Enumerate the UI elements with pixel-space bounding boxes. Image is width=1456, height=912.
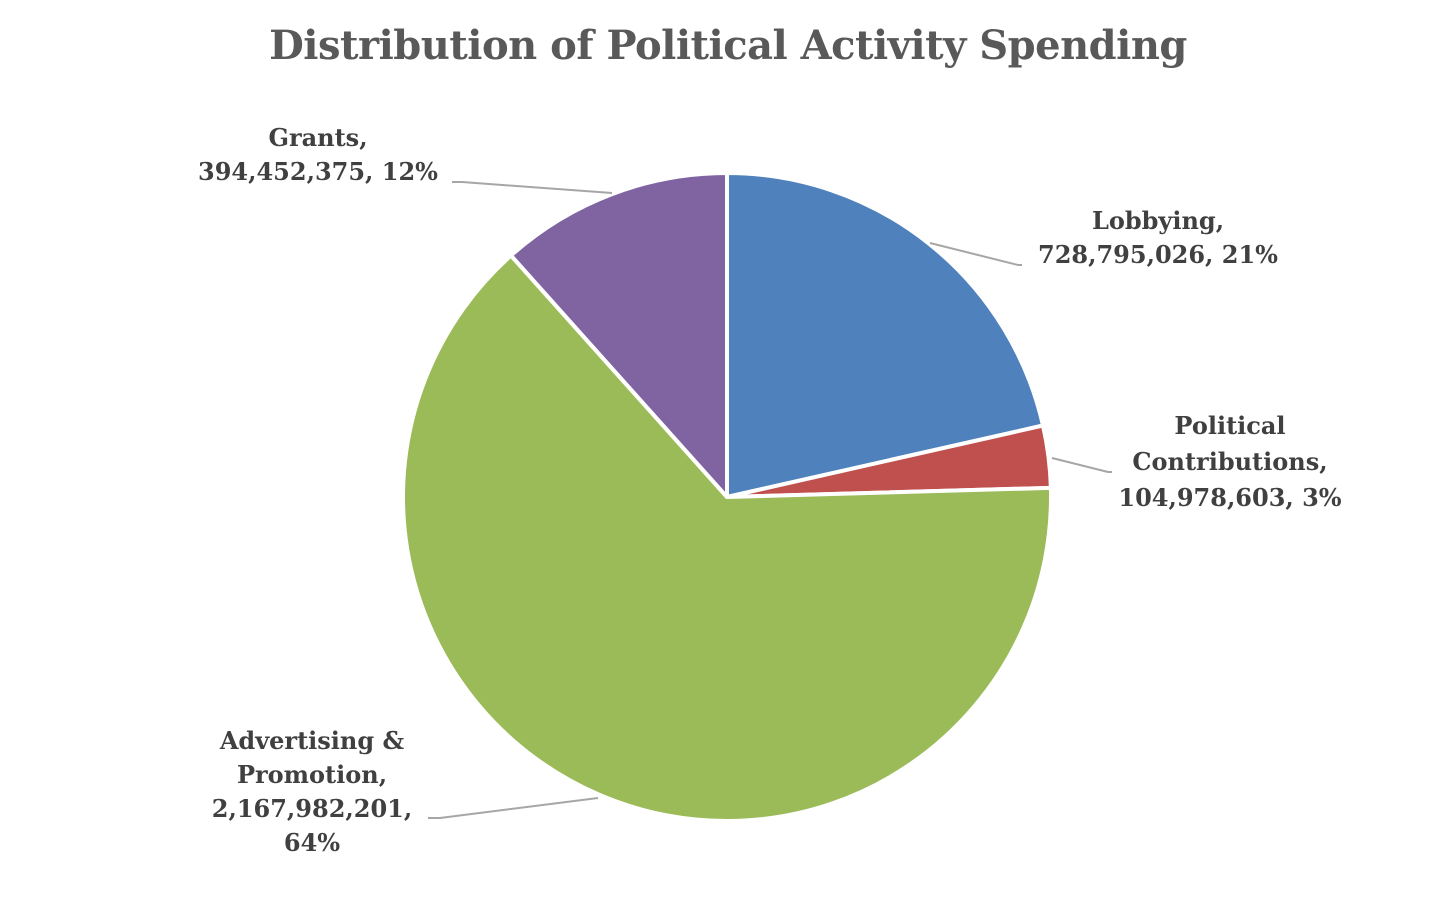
data-label-line: 104,978,603, 3% [1118,483,1341,512]
leader-line-grants [452,181,613,194]
leader-lines [428,181,1112,819]
data-label-line: Grants, [268,123,367,152]
leader-line-lobbying [929,242,1022,266]
data-label-line: Promotion, [237,760,387,789]
data-label-line: 394,452,375, 12% [198,157,438,186]
data-label-line: 728,795,026, 21% [1038,240,1278,269]
pie-slices [401,171,1053,823]
leader-line-political-contributions [1051,457,1112,473]
data-label-line: Contributions, [1132,447,1327,476]
data-label-line: 2,167,982,201, [212,794,412,823]
data-label-grants: Grants, 394,452,375, 12% [198,123,438,186]
pie-slice-grants [508,171,729,499]
chart-title: Distribution of Political Activity Spend… [269,22,1187,69]
data-label-line: Advertising & [219,726,405,755]
data-label-line: Lobbying, [1092,206,1224,235]
pie-slice-lobbying [725,171,1046,499]
data-label-advertising-promotion: Advertising & Promotion, 2,167,982,201, 64% [212,726,412,857]
pie-slice-advertising-promotion [401,253,1053,823]
data-label-political-contributions: Political Contributions, 104,978,603, 3% [1118,411,1341,512]
data-label-lobbying: Lobbying, 728,795,026, 21% [1038,206,1278,269]
data-label-line: 64% [284,828,340,857]
leader-line-advertising-promotion [428,797,599,819]
data-labels: Lobbying, 728,795,026, 21% Political Contri… [198,123,1342,857]
data-label-line: Political [1174,411,1285,440]
